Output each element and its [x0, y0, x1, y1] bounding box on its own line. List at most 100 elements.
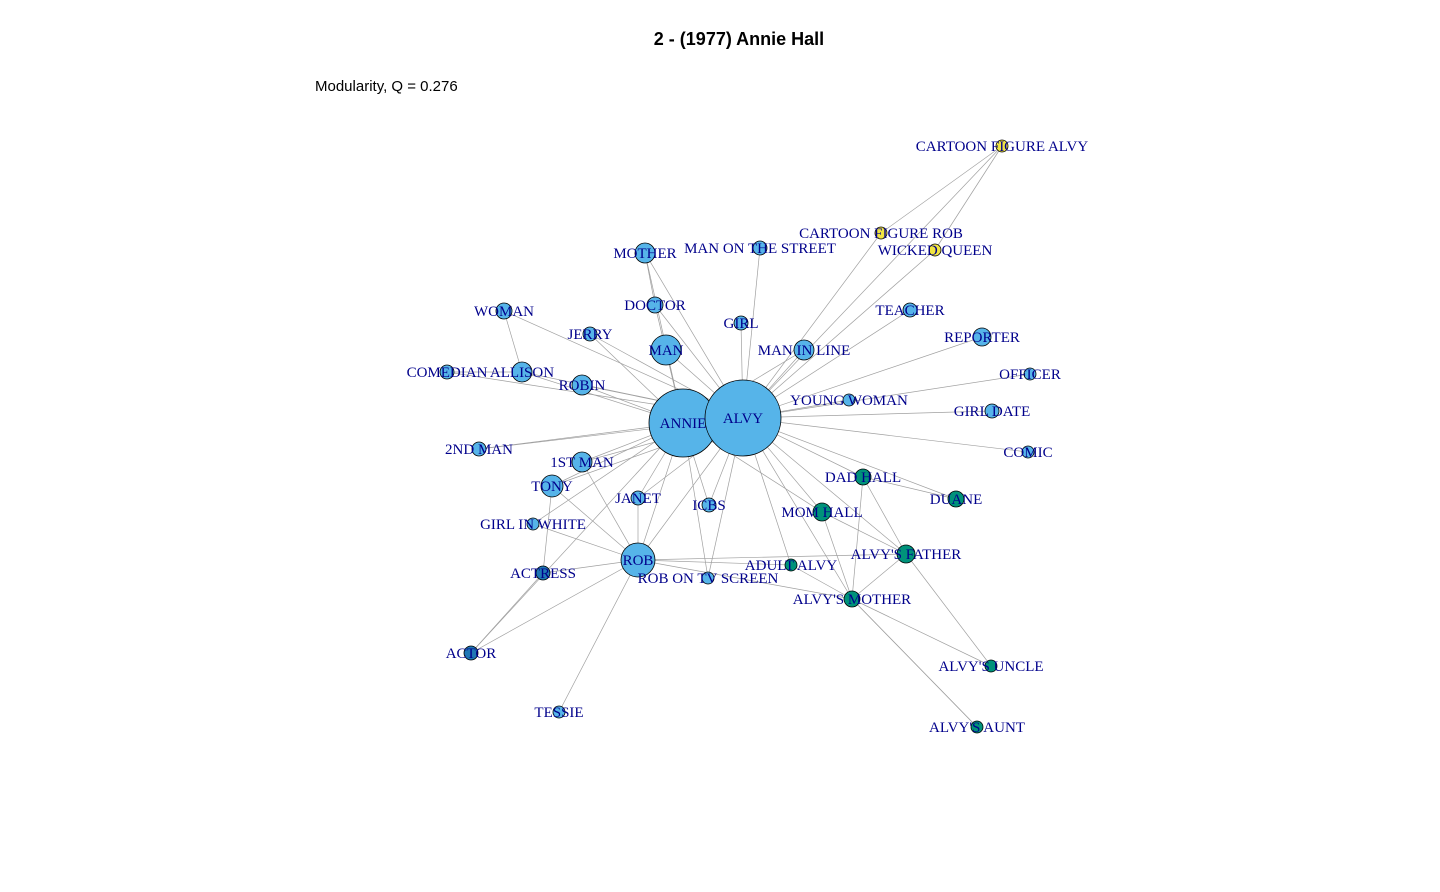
node-man-on-the-street	[752, 240, 768, 256]
node-rob-on-tv-screen	[701, 571, 715, 585]
edge-rob-tessie	[558, 559, 639, 713]
node-icbs	[701, 497, 717, 513]
node-label-girl-in-white: GIRL IN WHITE	[480, 517, 586, 533]
node-label-icbs: ICBS	[692, 498, 725, 514]
edge-mom-hall-alvy-s-mother	[821, 511, 853, 600]
node-label-girl: GIRL	[724, 316, 759, 332]
node-label-man-in-line: MAN IN LINE	[758, 343, 850, 359]
edge-rob-1st-man	[581, 461, 639, 561]
node-cartoon-figure-rob	[874, 226, 888, 240]
label-layer: ALVY ANNIE ROB MAN ALLISON ROBIN 1ST MAN TONY MA…	[407, 139, 1089, 736]
node-label-girl-date: GIRL DATE	[954, 404, 1031, 420]
node-wicked-queen	[928, 243, 942, 257]
edge-dad-hall-alvy-s-father	[862, 476, 907, 555]
edge-rob-adult-alvy	[637, 559, 792, 566]
node-label-reporter: REPORTER	[944, 330, 1020, 346]
node-girl	[733, 315, 749, 331]
node-girl-date	[984, 403, 1000, 419]
edge-dad-hall-duane	[862, 476, 957, 500]
node-alvy	[704, 379, 782, 457]
edge-alvy-wicked-queen	[742, 249, 936, 419]
node-officer	[1023, 367, 1037, 381]
edge-alvy-s-mother-alvy-s-uncle	[851, 598, 992, 667]
node-man-in-line	[793, 339, 815, 361]
node-alvy-s-uncle	[984, 659, 998, 673]
edge-tony-actress	[542, 485, 553, 574]
edge-alvy-s-father-alvy-s-uncle	[905, 553, 992, 667]
node-label-mother: MOTHER	[613, 246, 676, 262]
node-label-man-on-the-street: MAN ON THE STREET	[684, 241, 836, 257]
node-2nd-man	[471, 441, 487, 457]
node-label-cartoon-figure-rob: CARTOON FIGURE ROB	[799, 226, 963, 242]
node-tony	[540, 474, 564, 498]
node-man	[650, 334, 682, 366]
edge-alvy-officer	[742, 373, 1031, 419]
node-label-dad-hall: DAD HALL	[825, 470, 901, 486]
node-1st-man	[571, 451, 593, 473]
node-label-annie: ANNIE	[660, 416, 707, 432]
node-label-robin: ROBIN	[559, 378, 606, 394]
edge-alvy-reporter	[742, 336, 983, 419]
node-comedian	[439, 364, 455, 380]
edge-dad-hall-alvy-s-mother	[851, 476, 864, 600]
node-woman	[495, 302, 513, 320]
node-alvy-s-father	[896, 544, 916, 564]
node-label-actor: ACTOR	[446, 646, 497, 662]
node-label-young-woman: YOUNG WOMAN	[790, 393, 908, 409]
node-mom-hall	[812, 502, 832, 522]
edge-alvy-girl-date	[742, 410, 993, 419]
node-label-tessie: TESSIE	[534, 705, 583, 721]
edge-actress-actor	[470, 572, 544, 654]
node-young-woman	[842, 393, 856, 407]
node-label-comic: COMIC	[1003, 445, 1052, 461]
node-comic	[1021, 445, 1035, 459]
node-label-officer: OFFICER	[999, 367, 1061, 383]
node-adult-alvy	[784, 558, 798, 572]
node-label-alvy-s-father: ALVY'S FATHER	[851, 547, 962, 563]
edge-rob-alvy-s-mother	[637, 559, 853, 600]
edge-alvy-s-mother-alvy-s-aunt	[851, 598, 978, 728]
node-label-alvy-s-aunt: ALVY'S AUNT	[929, 720, 1025, 736]
node-allison	[511, 361, 533, 383]
node-mother	[634, 242, 656, 264]
edge-cartoon-figure-alvy-wicked-queen	[934, 145, 1003, 251]
edge-adult-alvy-alvy-s-mother	[790, 564, 853, 600]
node-jerry	[582, 326, 598, 342]
node-label-mom-hall: MOM HALL	[781, 505, 862, 521]
node-label-wicked-queen: WICKED QUEEN	[878, 243, 993, 259]
node-layer	[439, 139, 1037, 734]
node-tessie	[552, 705, 566, 719]
node-label-2nd-man: 2ND MAN	[445, 442, 513, 458]
edge-cartoon-figure-alvy-cartoon-figure-rob	[880, 145, 1003, 234]
node-label-jerry: JERRY	[567, 327, 612, 343]
node-label-alvy: ALVY	[723, 411, 763, 427]
node-girl-in-white	[526, 517, 540, 531]
node-label-doctor: DOCTOR	[624, 298, 685, 314]
node-label-rob: ROB	[623, 553, 654, 569]
node-label-adult-alvy: ADULT ALVY	[745, 558, 838, 574]
node-alvy-s-aunt	[970, 720, 984, 734]
edge-rob-tony	[551, 485, 639, 561]
node-label-rob-on-tv-screen: ROB ON TV SCREEN	[638, 571, 779, 587]
node-rob	[620, 542, 656, 578]
edge-rob-alvy-s-father	[637, 553, 907, 561]
node-label-actress: ACTRESS	[510, 566, 576, 582]
edge-alvy-s-father-alvy-s-mother	[851, 553, 907, 600]
node-label-teacher: TEACHER	[875, 303, 944, 319]
node-actress	[535, 565, 551, 581]
node-label-janet: JANET	[615, 491, 661, 507]
node-label-tony: TONY	[531, 479, 573, 495]
node-actor	[463, 645, 479, 661]
node-janet	[630, 490, 646, 506]
edge-rob-actor	[470, 559, 639, 654]
node-label-alvy-s-mother: ALVY'S MOTHER	[793, 592, 911, 608]
node-label-1st-man: 1ST MAN	[550, 455, 614, 471]
node-dad-hall	[854, 468, 872, 486]
modularity-label: Modularity, Q = 0.276	[315, 78, 458, 95]
chart-title: 2 - (1977) Annie Hall	[653, 29, 825, 49]
node-reporter	[972, 327, 992, 347]
edge-allison-woman	[503, 310, 523, 373]
node-label-woman: WOMAN	[474, 304, 534, 320]
node-cartoon-figure-alvy	[995, 139, 1009, 153]
node-robin	[571, 374, 593, 396]
